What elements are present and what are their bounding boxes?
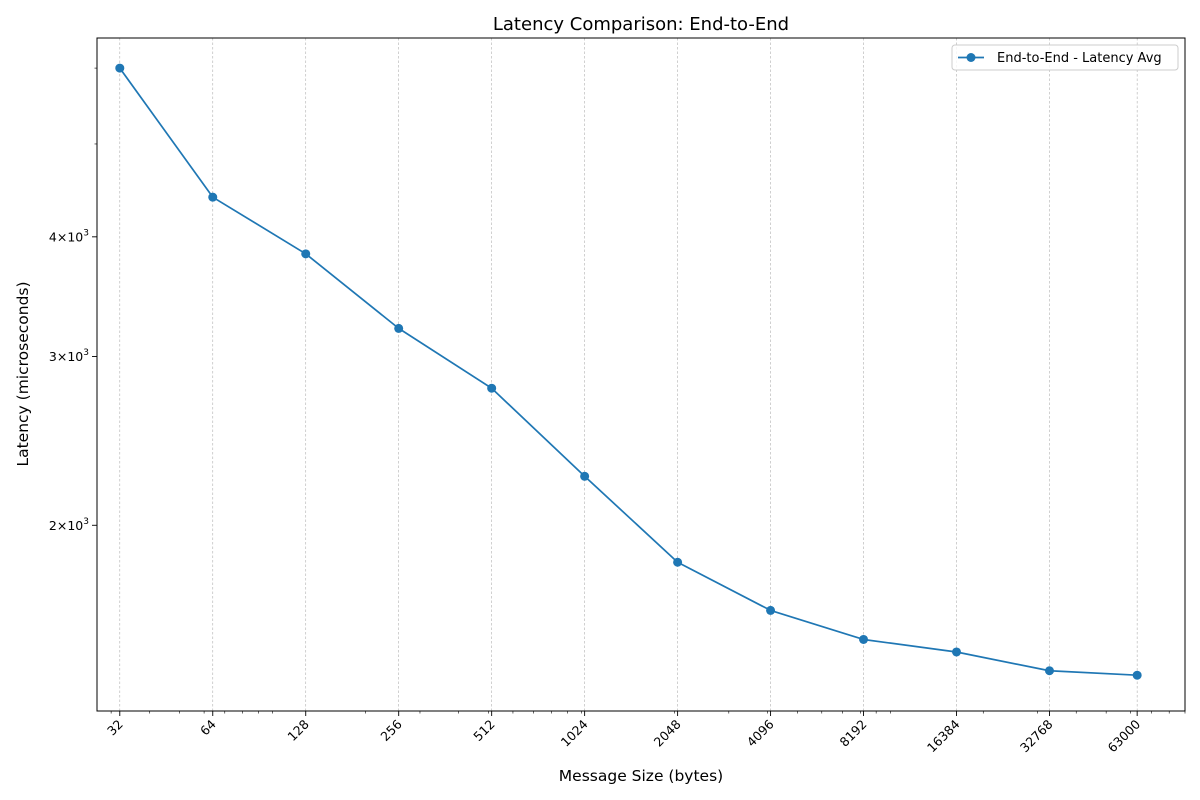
x-tick-label: 128	[284, 716, 312, 744]
x-tick-label: 256	[377, 716, 405, 744]
data-point	[1044, 666, 1054, 676]
data-point	[952, 647, 962, 657]
x-tick-label: 63000	[1105, 716, 1144, 755]
x-axis: 32 64 128 256 512 1024 2048 4096 8192 16384 32768 6…	[104, 711, 1186, 755]
data-point	[487, 383, 497, 393]
data-point	[394, 323, 404, 333]
y-tick-label: 4×103	[49, 228, 89, 244]
x-tick-label: 64	[197, 716, 219, 738]
data-point	[580, 471, 590, 481]
data-point	[1132, 670, 1142, 680]
series-line	[119, 67, 1138, 677]
y-tick-label: 2×103	[49, 517, 89, 533]
data-point	[673, 557, 683, 567]
x-tick-label: 2048	[651, 716, 684, 749]
y-tick-label: 3×103	[49, 348, 89, 364]
legend-box	[951, 44, 1179, 71]
data-point	[115, 63, 125, 73]
grid-layer	[119, 38, 1138, 711]
legend-entry-label: End-to-End - Latency Avg	[997, 51, 1162, 66]
x-tick-label: 8192	[837, 717, 870, 750]
y-axis-label: Latency (microseconds)	[14, 281, 32, 466]
chart-title: Latency Comparison: End-to-End	[493, 14, 789, 35]
legend-marker	[966, 53, 976, 62]
plot-frame	[96, 37, 1186, 712]
x-tick-label: 4096	[744, 716, 777, 749]
x-tick-label: 16384	[924, 716, 963, 755]
data-point	[301, 249, 311, 259]
x-tick-label: 512	[470, 717, 497, 744]
legend: End-to-End - Latency Avg	[951, 44, 1179, 71]
data-point	[859, 634, 869, 644]
data-point	[208, 192, 218, 202]
x-tick-label: 32768	[1017, 716, 1056, 755]
x-tick-label: 1024	[558, 716, 591, 749]
data-point	[766, 605, 776, 615]
x-tick-label: 32	[104, 717, 126, 739]
series-layer	[115, 63, 1142, 680]
x-axis-label: Message Size (bytes)	[559, 767, 723, 785]
y-axis: 2×103 3×103 4×103	[49, 67, 97, 533]
